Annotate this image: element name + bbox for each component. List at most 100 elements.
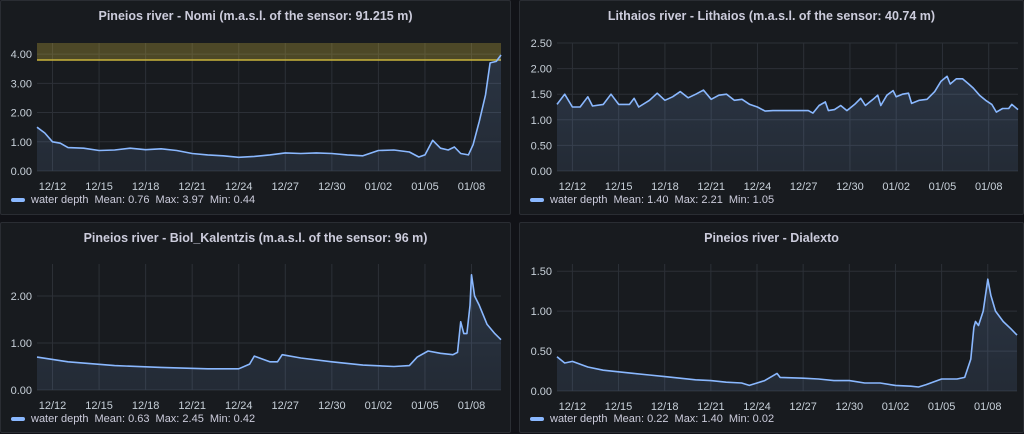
chart-biol-kalentzis: 0.00 1.00 2.00 12/12 12/15 12/18 12/21 12/24 12/…: [11, 264, 502, 412]
legend-label: water depth: [550, 413, 608, 425]
series-color-swatch: [530, 198, 544, 202]
y-tick-label: 2.00: [11, 108, 32, 120]
series-area-fill: [557, 279, 1017, 391]
legend-max: Max: 3.97: [155, 194, 204, 206]
series-line-water-depth: [556, 75, 1019, 114]
x-tick-label: 12/18: [651, 181, 679, 193]
x-tick-label: 12/24: [743, 401, 771, 413]
y-tick-label: 0.50: [531, 346, 552, 358]
panel-title[interactable]: Pineios river - Biol_Kalentzis (m.a.s.l.…: [83, 231, 428, 245]
x-tick-label: 12/18: [132, 181, 160, 193]
x-tick-label: 12/21: [697, 181, 725, 193]
x-tick-label: 01/02: [365, 181, 393, 193]
x-tick-label: 12/24: [225, 400, 253, 412]
x-tick-label: 01/08: [458, 400, 486, 412]
legend-max: Max: 1.40: [674, 413, 723, 425]
x-tick-label: 12/21: [178, 400, 206, 412]
x-tick-label: 01/02: [882, 181, 910, 193]
x-tick-label: 12/27: [272, 400, 300, 412]
threshold-band: [37, 43, 501, 60]
panel-title[interactable]: Pineios river - Nomi (m.a.s.l. of the se…: [98, 9, 413, 23]
series-color-swatch: [11, 417, 25, 421]
legend-label: water depth: [31, 413, 89, 425]
x-tick-label: 12/15: [85, 400, 113, 412]
panel-dialexto[interactable]: Pineios river - Dialexto 0.00 0.50 1.00 1.5…: [519, 222, 1024, 433]
panel-title[interactable]: Pineios river - Dialexto: [704, 231, 839, 245]
legend-mean: Mean: 1.40: [613, 194, 669, 206]
y-tick-label: 2.50: [531, 38, 552, 50]
y-tick-label: 0.50: [531, 140, 552, 152]
x-tick-label: 12/27: [272, 181, 300, 193]
panel-nomi[interactable]: Pineios river - Nomi (m.a.s.l. of the se…: [0, 0, 511, 215]
x-tick-label: 01/05: [929, 181, 957, 193]
series-color-swatch: [530, 417, 544, 421]
x-tick-label: 12/24: [225, 181, 253, 193]
y-tick-label: 2.00: [531, 64, 552, 76]
x-tick-label: 01/02: [882, 401, 910, 413]
x-tick-label: 12/12: [39, 400, 67, 412]
chart-dialexto: 0.00 0.50 1.00 1.50 12/12 12/15 12/18 12/21 12/2…: [531, 264, 1018, 413]
y-tick-label: 3.00: [11, 78, 32, 90]
x-tick-label: 12/18: [651, 401, 679, 413]
legend[interactable]: water depth Mean: 0.22 Max: 1.40 Min: 0.…: [530, 413, 780, 425]
x-tick-label: 12/18: [132, 400, 160, 412]
legend[interactable]: water depth Mean: 0.76 Max: 3.97 Min: 0.…: [11, 194, 261, 206]
series-area-fill: [37, 274, 501, 390]
x-tick-label: 12/15: [85, 181, 113, 193]
legend-min: Min: 0.44: [209, 194, 256, 206]
chart-nomi: 0.00 1.00 2.00 3.00 4.00 12/12 12/15 12/18 12/21…: [11, 43, 502, 193]
legend[interactable]: water depth Mean: 0.63 Max: 2.45 Min: 0.…: [11, 413, 261, 425]
legend-mean: Mean: 0.63: [94, 413, 150, 425]
y-tick-label: 2.00: [11, 291, 32, 303]
x-tick-label: 01/08: [974, 401, 1002, 413]
x-tick-label: 12/21: [178, 181, 206, 193]
x-tick-label: 12/30: [318, 400, 346, 412]
x-tick-label: 12/24: [744, 181, 772, 193]
legend-max: Max: 2.21: [674, 194, 723, 206]
panel-title[interactable]: Lithaios river - Lithaios (m.a.s.l. of t…: [607, 9, 936, 23]
legend-label: water depth: [31, 194, 89, 206]
x-tick-label: 12/30: [836, 401, 864, 413]
series-color-swatch: [11, 198, 25, 202]
legend-min: Min: 0.02: [728, 413, 775, 425]
series-area-fill: [557, 76, 1018, 171]
x-tick-label: 01/02: [365, 400, 393, 412]
x-tick-label: 01/05: [411, 181, 439, 193]
panel-biol-kalentzis[interactable]: Pineios river - Biol_Kalentzis (m.a.s.l.…: [0, 222, 511, 433]
x-tick-label: 12/15: [605, 181, 633, 193]
x-tick-label: 12/12: [559, 401, 587, 413]
x-tick-label: 12/30: [836, 181, 864, 193]
y-tick-label: 1.00: [11, 338, 32, 350]
x-tick-label: 12/12: [39, 181, 67, 193]
y-tick-label: 0.00: [11, 385, 32, 397]
series-line-water-depth: [36, 54, 502, 159]
y-tick-label: 1.50: [531, 89, 552, 101]
x-tick-label: 12/27: [790, 181, 818, 193]
y-tick-label: 1.00: [11, 137, 32, 149]
y-tick-label: 1.50: [531, 266, 552, 278]
y-tick-label: 1.00: [531, 306, 552, 318]
x-tick-label: 12/12: [559, 181, 587, 193]
x-tick-label: 01/08: [458, 181, 486, 193]
y-tick-label: 0.00: [11, 166, 32, 178]
y-tick-label: 0.00: [531, 386, 552, 398]
y-tick-label: 4.00: [11, 49, 32, 61]
legend-max: Max: 2.45: [155, 413, 204, 425]
series-line-water-depth: [36, 274, 502, 370]
x-tick-label: 01/05: [928, 401, 956, 413]
panel-lithaios[interactable]: Lithaios river - Lithaios (m.a.s.l. of t…: [519, 0, 1024, 215]
x-tick-label: 12/21: [697, 401, 725, 413]
y-tick-label: 0.00: [531, 166, 552, 178]
y-tick-label: 1.00: [531, 115, 552, 127]
x-tick-label: 12/30: [318, 181, 346, 193]
legend[interactable]: water depth Mean: 1.40 Max: 2.21 Min: 1.…: [530, 194, 780, 206]
legend-min: Min: 0.42: [209, 413, 256, 425]
legend-min: Min: 1.05: [728, 194, 775, 206]
series-area-fill: [37, 55, 501, 171]
series-line-water-depth: [556, 278, 1018, 388]
legend-mean: Mean: 0.76: [94, 194, 150, 206]
legend-mean: Mean: 0.22: [613, 413, 669, 425]
x-tick-label: 12/15: [605, 401, 633, 413]
chart-lithaios: 0.00 0.50 1.00 1.50 2.00 2.50 12/12 12/15 12/18 1…: [531, 38, 1019, 193]
x-tick-label: 01/05: [411, 400, 439, 412]
